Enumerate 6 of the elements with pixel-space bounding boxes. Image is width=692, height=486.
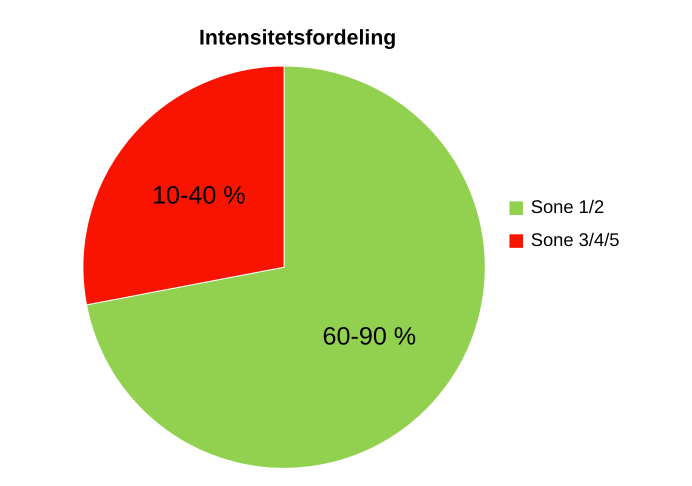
legend-label: Sone 3/4/5 xyxy=(530,228,620,250)
chart-title: Intensitetsfordeling xyxy=(198,26,396,50)
text: 10-40 % xyxy=(152,181,246,210)
pie-slice xyxy=(86,66,486,469)
legend-label: Sone 1/2 xyxy=(530,196,604,218)
text: 60-90 % xyxy=(322,322,416,350)
